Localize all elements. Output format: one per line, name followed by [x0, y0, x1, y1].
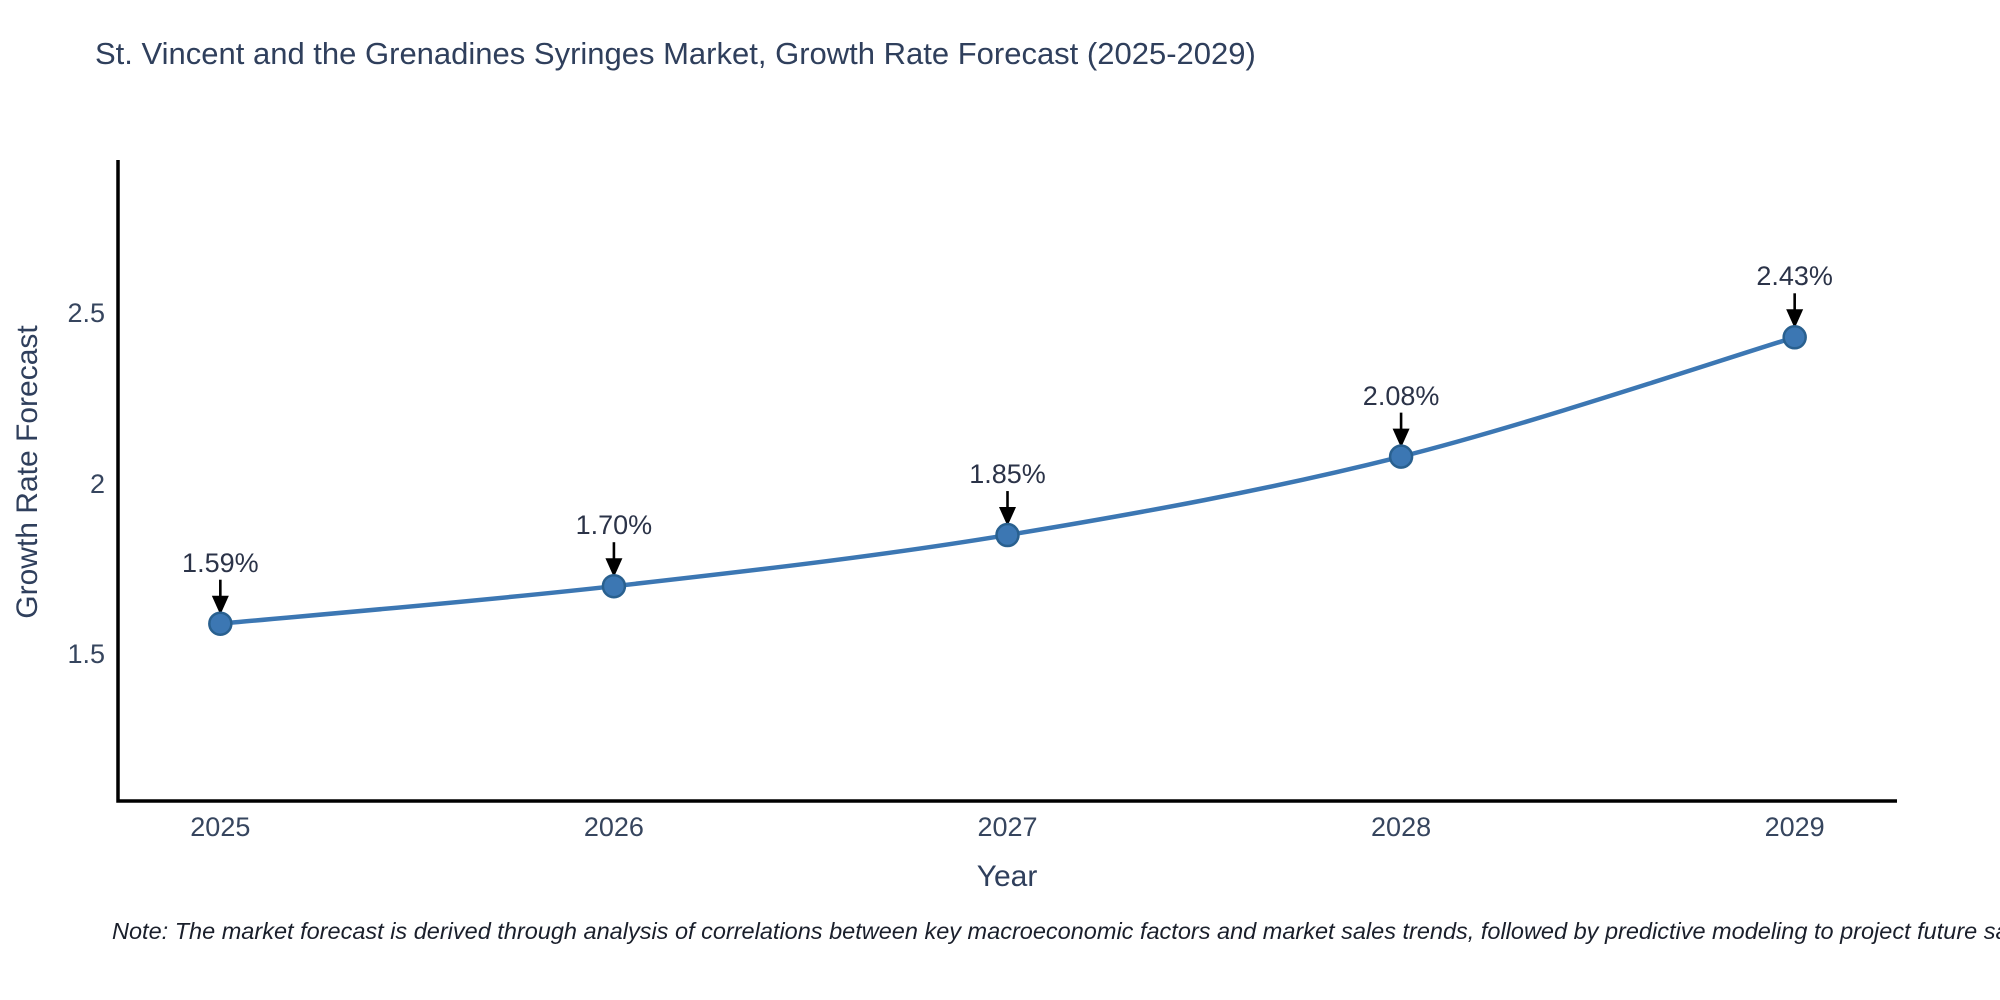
data-point-marker[interactable]: [601, 573, 627, 599]
point-annotation: 1.85%: [969, 459, 1046, 490]
data-point-marker[interactable]: [995, 522, 1020, 548]
point-annotation: 2.43%: [1756, 261, 1833, 292]
point-annotation: 1.70%: [575, 510, 653, 541]
annotation-arrow-head: [605, 558, 623, 578]
x-tick-label: 2026: [583, 812, 644, 842]
data-point-marker[interactable]: [1388, 444, 1414, 469]
y-tick-label: 1.5: [67, 639, 105, 670]
annotation-arrow-head: [211, 595, 229, 615]
footnote: Note: The market forecast is derived thr…: [112, 918, 2000, 944]
point-annotation: 2.08%: [1362, 380, 1440, 411]
annotation-arrow-head: [999, 507, 1016, 527]
y-tick-label: 2: [89, 468, 105, 499]
x-axis-title: Year: [976, 860, 1038, 893]
x-tick-label: 2025: [190, 812, 251, 842]
y-tick-label: 2.5: [67, 298, 105, 329]
axes-spines: [116, 160, 1897, 803]
x-tick-label: 2028: [1371, 812, 1432, 842]
data-point-marker[interactable]: [208, 611, 233, 636]
x-tick-label: 2027: [977, 812, 1038, 842]
point-annotation: 1.59%: [182, 547, 259, 578]
data-point-marker[interactable]: [1782, 325, 1807, 350]
chart-title: St. Vincent and the Grenadines Syringes …: [95, 36, 1256, 71]
x-tick-label: 2029: [1764, 812, 1825, 842]
annotation-arrow-head: [1786, 309, 1804, 329]
annotation-arrow-head: [1392, 428, 1410, 448]
